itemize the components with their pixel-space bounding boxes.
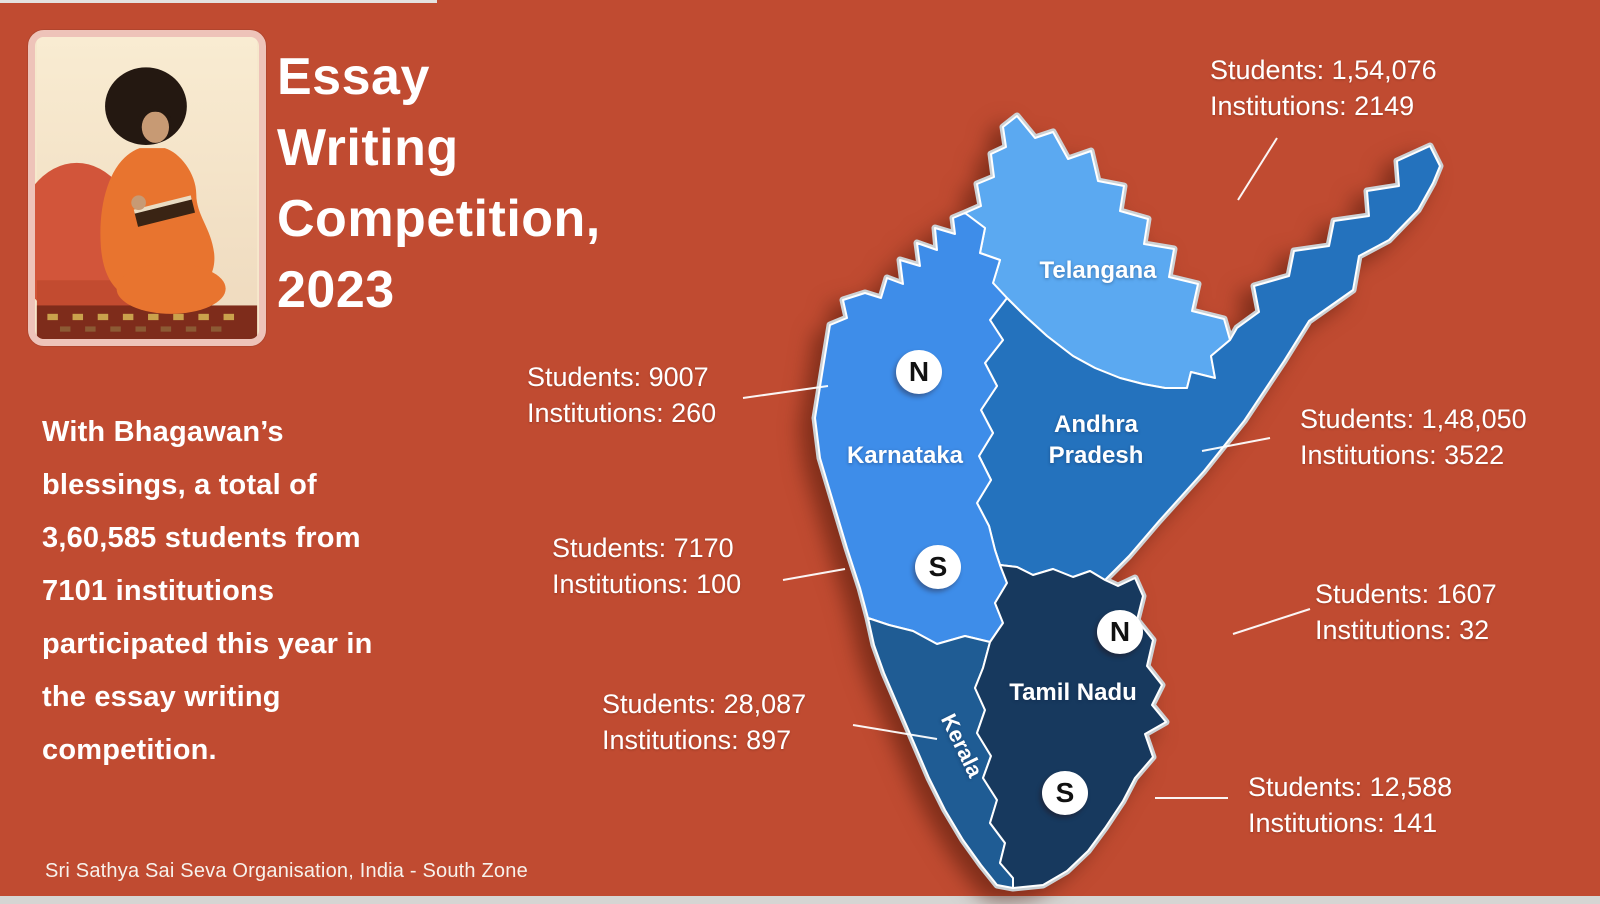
stat-students: Students: 28,087: [602, 689, 807, 719]
intro-line: blessings, a total of: [42, 469, 317, 501]
stat-karnataka-south: Students: 7170 Institutions: 100: [552, 530, 741, 602]
stat-students: Students: 1,48,050: [1300, 404, 1527, 434]
stat-institutions: Institutions: 897: [602, 725, 792, 755]
stat-students: Students: 9007: [527, 362, 709, 392]
tamil-nadu-south-marker: S: [1042, 771, 1088, 815]
intro-line: competition.: [42, 734, 217, 766]
stat-institutions: Institutions: 3522: [1300, 440, 1505, 470]
bottom-edge-strip: [0, 896, 1600, 904]
stat-andhra-pradesh: Students: 1,48,050 Institutions: 3522: [1300, 401, 1527, 473]
map-state-karnataka: [814, 212, 1008, 645]
bhagawan-photo: [28, 30, 266, 346]
south-india-map: [811, 112, 1444, 892]
title-line-2: Writing: [277, 119, 459, 177]
title-line-4: 2023: [277, 261, 395, 319]
tamil-nadu-north-marker: N: [1097, 610, 1143, 654]
page-title: Essay Writing Competition, 2023: [277, 42, 601, 326]
title-line-3: Competition,: [277, 190, 601, 248]
title-line-1: Essay: [277, 48, 430, 106]
bhagawan-photo-illustration: [35, 37, 258, 339]
intro-line: With Bhagawan’s: [42, 416, 284, 448]
stat-tamil-nadu-north: Students: 1607 Institutions: 32: [1315, 576, 1497, 648]
stat-students: Students: 12,588: [1248, 772, 1453, 802]
stat-students: Students: 7170: [552, 533, 734, 563]
stat-students: Students: 1,54,076: [1210, 55, 1437, 85]
karnataka-south-marker: S: [915, 545, 961, 589]
intro-line: 7101 institutions: [42, 575, 275, 607]
state-label-karnataka: Karnataka: [846, 442, 964, 469]
top-edge-sliver: [0, 0, 437, 3]
footer-text: Sri Sathya Sai Seva Organisation, India …: [45, 860, 528, 882]
stat-institutions: Institutions: 100: [552, 569, 742, 599]
state-label-tamil-nadu: Tamil Nadu: [1009, 679, 1137, 706]
stat-kerala: Students: 28,087 Institutions: 897: [602, 686, 806, 758]
stat-tamil-nadu-south: Students: 12,588 Institutions: 141: [1248, 769, 1452, 841]
karnataka-north-marker: N: [896, 350, 942, 394]
state-label-andhra-pradesh: Andhra Pradesh: [1048, 411, 1144, 469]
intro-line: the essay writing: [42, 681, 281, 713]
stat-institutions: Institutions: 32: [1315, 615, 1490, 645]
stat-telangana: Students: 1,54,076 Institutions: 2149: [1210, 52, 1437, 124]
intro-paragraph: With Bhagawan’s blessings, a total of 3,…: [42, 406, 373, 777]
state-label-telangana: Telangana: [1039, 257, 1157, 284]
stat-institutions: Institutions: 141: [1248, 808, 1438, 838]
intro-line: 3,60,585 students from: [42, 522, 361, 554]
stat-institutions: Institutions: 260: [527, 398, 717, 428]
stat-students: Students: 1607: [1315, 579, 1497, 609]
stat-karnataka-north: Students: 9007 Institutions: 260: [527, 359, 716, 431]
stat-institutions: Institutions: 2149: [1210, 91, 1415, 121]
map-state-tamil-nadu: [974, 564, 1167, 889]
intro-line: participated this year in: [42, 628, 373, 660]
